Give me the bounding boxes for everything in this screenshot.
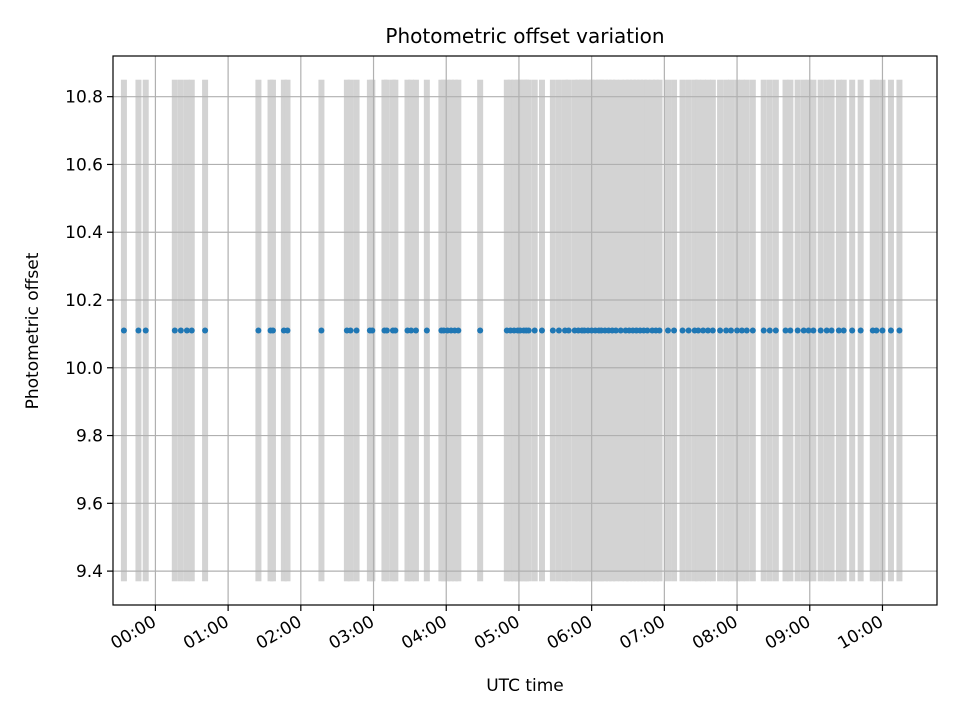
data-points xyxy=(120,327,903,334)
data-point xyxy=(177,327,184,334)
data-point xyxy=(840,327,847,334)
y-tick-label: 9.4 xyxy=(76,562,103,582)
data-point xyxy=(531,327,538,334)
y-axis-ticks: 9.4 9.6 9.8 10.0 10.2 10.4 10.6 10.8 xyxy=(65,88,113,582)
data-point xyxy=(743,327,750,334)
data-point xyxy=(810,327,817,334)
data-point xyxy=(695,327,702,334)
data-point xyxy=(772,327,779,334)
data-point xyxy=(135,327,142,334)
data-point xyxy=(284,327,291,334)
y-tick-label: 10.8 xyxy=(65,88,103,108)
y-tick-label: 9.8 xyxy=(76,427,103,447)
data-point xyxy=(549,327,556,334)
data-point xyxy=(188,327,195,334)
data-point xyxy=(700,327,707,334)
data-point xyxy=(679,327,686,334)
x-axis-label: UTC time xyxy=(486,676,564,696)
data-point xyxy=(717,327,724,334)
data-point xyxy=(392,327,399,334)
data-point xyxy=(617,327,624,334)
data-point xyxy=(664,327,671,334)
data-point xyxy=(347,327,354,334)
data-point xyxy=(879,327,886,334)
data-point xyxy=(749,327,756,334)
data-point xyxy=(120,327,127,334)
data-point xyxy=(805,327,812,334)
data-point xyxy=(612,327,619,334)
data-point xyxy=(817,327,824,334)
y-axis-label: Photometric offset xyxy=(23,252,43,409)
data-point xyxy=(849,327,856,334)
data-point xyxy=(555,327,562,334)
y-tick-label: 10.0 xyxy=(65,359,103,379)
data-point xyxy=(857,327,864,334)
y-tick-label: 10.4 xyxy=(65,223,103,243)
data-point xyxy=(685,327,692,334)
y-tick-label: 10.2 xyxy=(65,291,103,311)
data-point xyxy=(455,327,462,334)
data-point xyxy=(723,327,730,334)
data-point xyxy=(353,327,360,334)
data-point xyxy=(787,327,794,334)
data-point xyxy=(369,327,376,334)
data-point xyxy=(823,327,830,334)
data-point xyxy=(412,327,419,334)
data-point xyxy=(644,327,651,334)
data-point xyxy=(202,327,209,334)
data-point xyxy=(704,327,711,334)
data-point xyxy=(734,327,741,334)
data-point xyxy=(269,327,276,334)
y-tick-label: 10.6 xyxy=(65,155,103,175)
data-point xyxy=(318,327,325,334)
data-point xyxy=(709,327,716,334)
data-point xyxy=(800,327,807,334)
data-point xyxy=(183,327,190,334)
data-point xyxy=(525,327,532,334)
plot-frame xyxy=(112,55,938,606)
data-point xyxy=(794,327,801,334)
chart-title: Photometric offset variation xyxy=(385,24,664,48)
data-point xyxy=(728,327,734,334)
data-point xyxy=(887,327,894,334)
data-point xyxy=(828,327,835,334)
data-point xyxy=(408,327,415,334)
y-tick-label: 9.6 xyxy=(76,494,103,514)
data-point xyxy=(538,327,545,334)
data-point xyxy=(671,327,678,334)
data-point xyxy=(565,327,572,334)
data-point xyxy=(738,327,745,334)
data-point xyxy=(383,327,390,334)
data-point xyxy=(873,327,880,334)
data-point xyxy=(477,327,484,334)
data-point xyxy=(656,327,663,334)
data-point xyxy=(255,327,262,334)
data-point xyxy=(142,327,149,334)
data-point xyxy=(766,327,773,334)
data-point xyxy=(171,327,178,334)
data-point xyxy=(760,327,767,334)
data-point xyxy=(423,327,430,334)
data-point xyxy=(896,327,903,334)
data-point xyxy=(782,327,789,334)
data-point xyxy=(835,327,842,334)
